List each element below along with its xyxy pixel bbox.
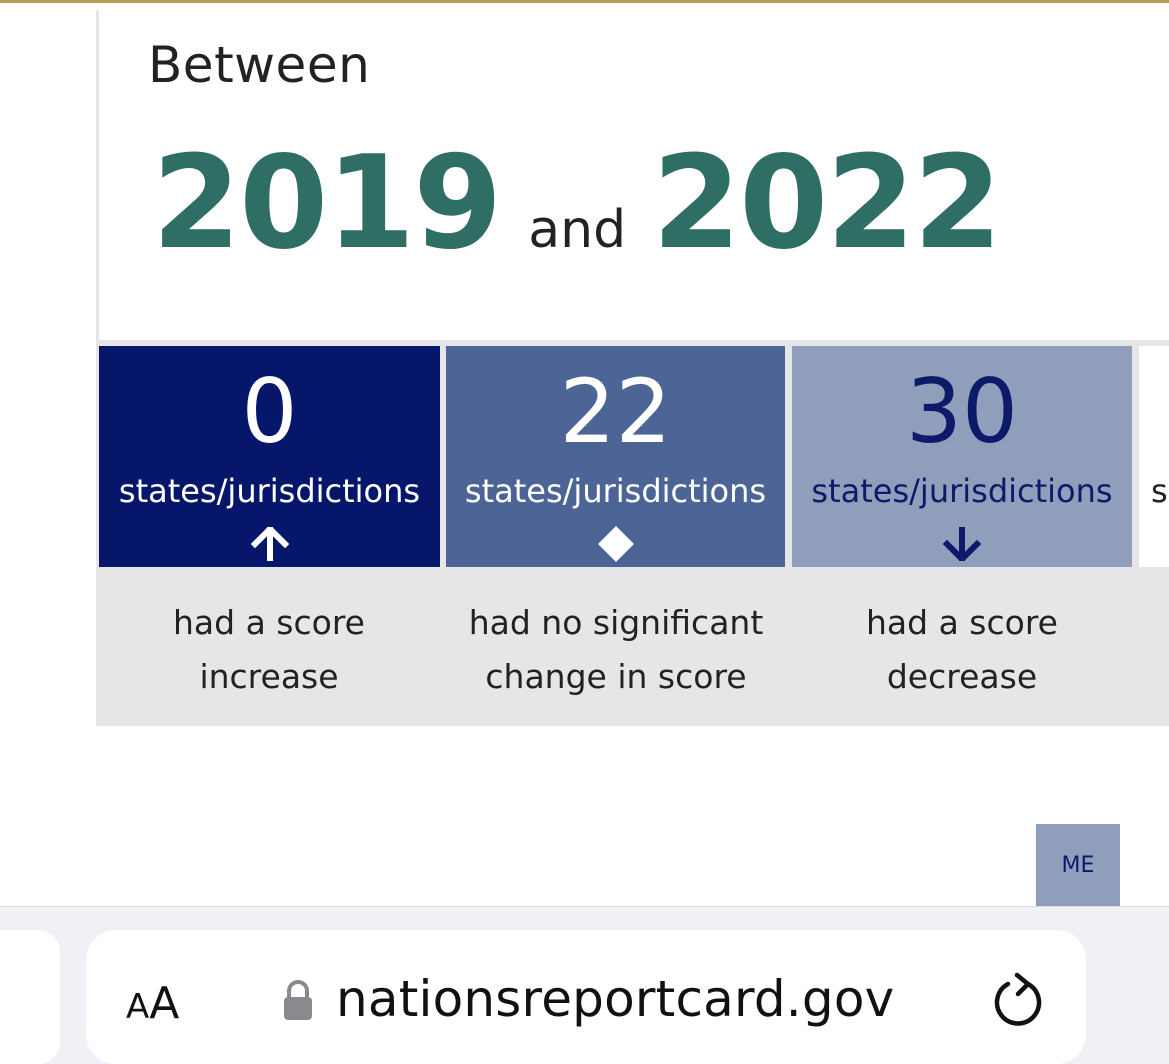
card-no-change-unit: states/jurisdictions: [464, 472, 767, 510]
arrow-up-icon: [250, 524, 289, 564]
card-no-change[interactable]: 22 states/jurisdictions: [446, 346, 785, 567]
card-increase[interactable]: 0 states/jurisdictions: [99, 346, 440, 567]
left-divider: [96, 10, 99, 340]
address-bar[interactable]: [86, 930, 1086, 1064]
card-decrease-count: 30: [906, 360, 1018, 463]
year-range: 2019 and 2022: [152, 129, 1002, 278]
arrow-down-icon: [943, 524, 981, 564]
top-rule: [0, 0, 1169, 3]
card-no-change-count: 22: [559, 360, 672, 463]
previous-tab-preview[interactable]: [0, 930, 60, 1064]
card-increase-description: had a score increase: [173, 603, 365, 696]
card-increase-unit: states/jurisdictions: [118, 472, 421, 510]
year-end: 2022: [652, 129, 1002, 278]
map-state-me[interactable]: ME: [1036, 824, 1120, 906]
card-decrease-description: had a score decrease: [866, 603, 1058, 696]
and-label: and: [528, 200, 627, 260]
lock-icon: [282, 978, 314, 1026]
diamond-icon: [597, 524, 635, 564]
card-no-change-description: had no significant change in score: [468, 603, 764, 696]
card-partial-unit: s: [1151, 472, 1168, 510]
card-partial[interactable]: s: [1139, 346, 1169, 567]
card-decrease-unit: states/jurisdictions: [811, 472, 1113, 510]
between-label: Between: [148, 36, 371, 94]
reload-icon[interactable]: [990, 970, 1044, 1034]
card-increase-count: 0: [241, 360, 298, 463]
card-decrease[interactable]: 30 states/jurisdictions: [792, 346, 1132, 567]
url-text[interactable]: nationsreportcard.gov: [336, 970, 895, 1028]
year-start: 2019: [152, 129, 502, 278]
